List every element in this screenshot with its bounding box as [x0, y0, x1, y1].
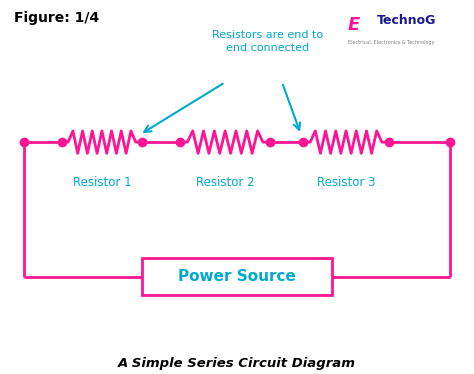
Text: Resistors are end to
end connected: Resistors are end to end connected	[212, 30, 323, 53]
Text: Resistor 3: Resistor 3	[317, 176, 375, 189]
Text: Resistor 1: Resistor 1	[73, 176, 131, 189]
Text: Figure: 1/4: Figure: 1/4	[14, 11, 100, 25]
Text: A Simple Series Circuit Diagram: A Simple Series Circuit Diagram	[118, 357, 356, 370]
Text: Resistor 2: Resistor 2	[196, 176, 255, 189]
FancyBboxPatch shape	[142, 258, 332, 295]
Text: Power Source: Power Source	[178, 269, 296, 284]
